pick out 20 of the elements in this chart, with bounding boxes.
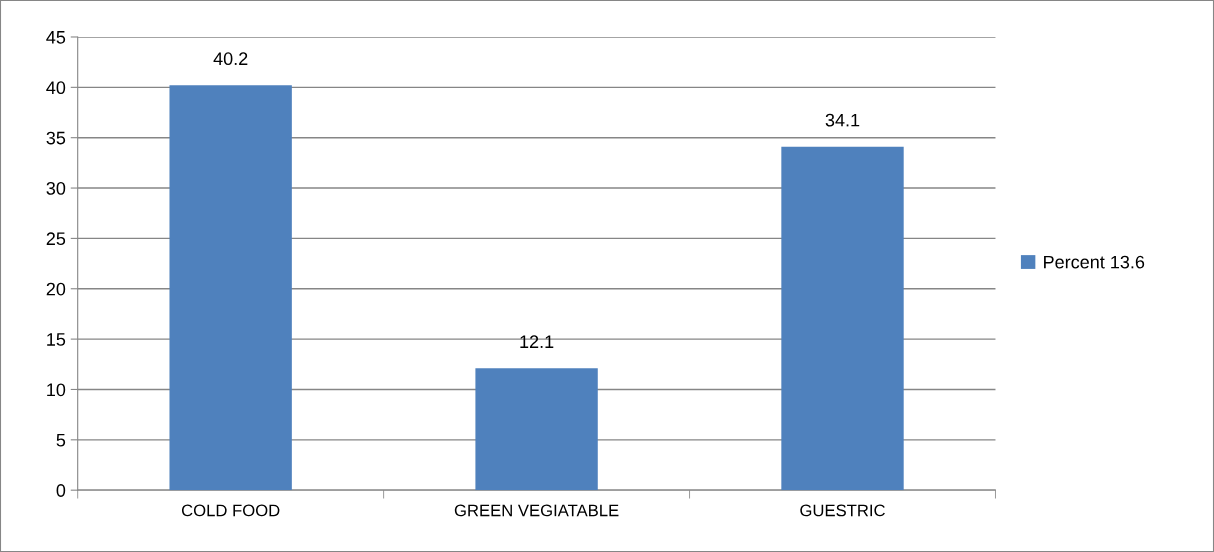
x-tick-label: GUESTRIC: [800, 504, 885, 517]
data-label: 12.1: [520, 335, 554, 348]
legend-label: Percent 13.6: [1044, 255, 1145, 269]
data-label: 34.1: [825, 113, 860, 127]
y-tick-label: 35: [46, 131, 66, 145]
y-tick-label: 40: [46, 81, 66, 95]
data-label: 40.2: [213, 52, 248, 66]
y-tick-label: 30: [46, 181, 66, 195]
x-tick-label: COLD FOOD: [181, 504, 280, 517]
y-tick-label: 20: [46, 282, 66, 296]
y-tick-label: 5: [56, 433, 66, 447]
y-tick-label: 15: [47, 333, 66, 346]
bar: [169, 85, 292, 491]
bar: [475, 368, 598, 491]
y-tick-label: 10: [47, 383, 66, 397]
y-tick-label: 45: [46, 31, 66, 44]
y-tick-label: 25: [46, 232, 66, 246]
y-tick-label: 0: [56, 484, 66, 497]
bar: [781, 146, 904, 491]
x-tick-label: GREEN VEGIATABLE: [454, 504, 619, 517]
